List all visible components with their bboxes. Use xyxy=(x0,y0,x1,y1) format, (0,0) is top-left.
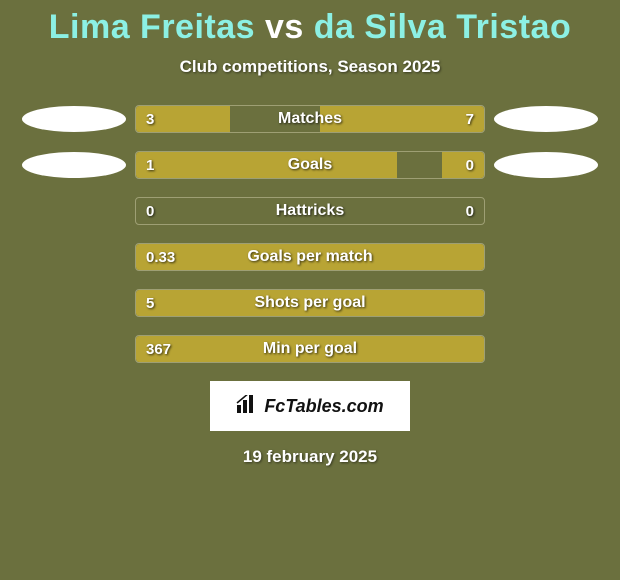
stat-row: 3Matches7 xyxy=(0,105,620,133)
stat-label: Matches xyxy=(136,106,484,132)
stat-row: 0Hattricks0 xyxy=(0,197,620,225)
ellipse-icon xyxy=(494,152,598,178)
ellipse-icon xyxy=(22,152,126,178)
player-right-shape xyxy=(491,106,601,132)
stat-label: Shots per goal xyxy=(136,290,484,316)
stat-row: 1Goals0 xyxy=(0,151,620,179)
title-player-right: da Silva Tristao xyxy=(314,8,571,46)
logo-box[interactable]: FcTables.com xyxy=(210,381,410,431)
stat-bar: 0.33Goals per match xyxy=(135,243,485,271)
stat-label: Hattricks xyxy=(136,198,484,224)
stat-label: Goals xyxy=(136,152,484,178)
page-title: Lima Freitas vs da Silva Tristao xyxy=(0,0,620,47)
stat-row: 5Shots per goal xyxy=(0,289,620,317)
stat-bar: 0Hattricks0 xyxy=(135,197,485,225)
stat-value-right: 0 xyxy=(466,152,474,178)
date-label: 19 february 2025 xyxy=(0,447,620,467)
stat-bar: 3Matches7 xyxy=(135,105,485,133)
player-right-shape xyxy=(491,152,601,178)
logo-text: FcTables.com xyxy=(264,396,383,417)
title-vs: vs xyxy=(255,8,314,46)
ellipse-icon xyxy=(22,106,126,132)
stat-bar: 367Min per goal xyxy=(135,335,485,363)
player-left-shape xyxy=(19,106,129,132)
stat-bar: 5Shots per goal xyxy=(135,289,485,317)
stats-container: 3Matches71Goals00Hattricks00.33Goals per… xyxy=(0,105,620,363)
stat-bar: 1Goals0 xyxy=(135,151,485,179)
stat-row: 0.33Goals per match xyxy=(0,243,620,271)
bars-icon xyxy=(236,395,258,418)
player-left-shape xyxy=(19,152,129,178)
stat-label: Goals per match xyxy=(136,244,484,270)
subtitle: Club competitions, Season 2025 xyxy=(0,57,620,77)
content: Lima Freitas vs da Silva Tristao Club co… xyxy=(0,0,620,580)
stat-value-right: 7 xyxy=(466,106,474,132)
title-player-left: Lima Freitas xyxy=(49,8,255,46)
ellipse-icon xyxy=(494,106,598,132)
stat-label: Min per goal xyxy=(136,336,484,362)
stat-value-right: 0 xyxy=(466,198,474,224)
stat-row: 367Min per goal xyxy=(0,335,620,363)
